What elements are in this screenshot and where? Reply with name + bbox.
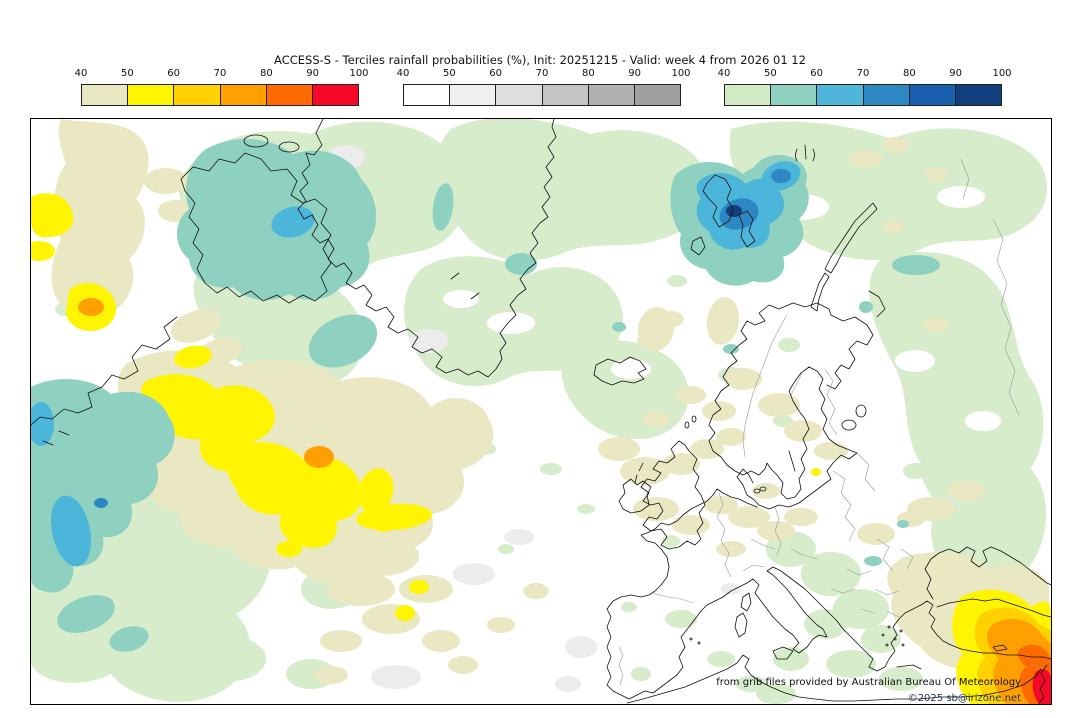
legend-tick-label: 80 <box>902 68 916 79</box>
legend-tick-label: 60 <box>489 68 503 79</box>
legend-ticks: 40 50 60 70 80 90 100 <box>75 68 369 81</box>
contour-fill-blue-cores <box>94 169 791 508</box>
legend-tick-label: 50 <box>763 68 777 79</box>
legend-color-segment <box>82 85 128 105</box>
legend-color-segment <box>908 85 955 105</box>
legend-color-segment <box>173 85 220 105</box>
attribution-copyright: ©2025 sb@irizone.net <box>908 693 1021 704</box>
map-canvas: from grib files provided by Australian B… <box>31 119 1051 704</box>
legend-segments <box>724 84 1002 106</box>
legend-color-segment <box>541 85 588 105</box>
legend-tick-label: 70 <box>856 68 870 79</box>
legend-ticks: 40 50 60 70 80 90 100 <box>718 68 1012 81</box>
legend-segments <box>81 84 359 106</box>
legend-tick-label: 90 <box>628 68 642 79</box>
legend-color-segment <box>127 85 174 105</box>
legend-bar-below-normal: 40 50 60 70 80 90 100 <box>75 68 369 110</box>
coastlines <box>31 119 1051 704</box>
legend-bar-near-normal: 40 50 60 70 80 90 100 <box>397 68 691 110</box>
legend-tick-label: 70 <box>535 68 549 79</box>
legend-tick-label: 40 <box>396 68 410 79</box>
legend-tick-label: 100 <box>671 68 691 79</box>
legend-tick-label: 40 <box>717 68 731 79</box>
legend-color-segment <box>954 85 1002 105</box>
legend-color-segment <box>449 85 496 105</box>
map-frame: from grib files provided by Australian B… <box>30 118 1052 705</box>
legend-tick-label: 100 <box>349 68 369 79</box>
legend-segments <box>403 84 681 106</box>
legend-tick-label: 90 <box>306 68 320 79</box>
legend-color-segment <box>816 85 863 105</box>
attribution-source: from grib files provided by Australian B… <box>716 677 1021 688</box>
legend-ticks: 40 50 60 70 80 90 100 <box>397 68 691 81</box>
legend-tick-label: 80 <box>259 68 273 79</box>
legend-tick-label: 40 <box>74 68 88 79</box>
legend-tick-label: 50 <box>120 68 134 79</box>
legend-tick-label: 80 <box>581 68 595 79</box>
legend-color-segment <box>495 85 542 105</box>
legend-color-segment <box>633 85 681 105</box>
legend-tick-label: 60 <box>167 68 181 79</box>
legend-bar-above-normal: 40 50 60 70 80 90 100 <box>718 68 1012 110</box>
legend-color-segment <box>219 85 266 105</box>
legend-color-segment <box>404 85 450 105</box>
legend-color-segment <box>587 85 634 105</box>
country-borders <box>618 158 1044 686</box>
legend-tick-label: 100 <box>992 68 1012 79</box>
legend-color-segment <box>770 85 817 105</box>
legend-tick-label: 60 <box>810 68 824 79</box>
legend-color-segment <box>265 85 312 105</box>
legend-color-segment <box>862 85 909 105</box>
legend-tick-label: 70 <box>213 68 227 79</box>
legend-tick-label: 90 <box>949 68 963 79</box>
page-title: ACCESS-S - Terciles rainfall probabiliti… <box>274 53 806 67</box>
legend-color-segment <box>311 85 359 105</box>
legend-color-segment <box>725 85 771 105</box>
legend-tick-label: 50 <box>442 68 456 79</box>
